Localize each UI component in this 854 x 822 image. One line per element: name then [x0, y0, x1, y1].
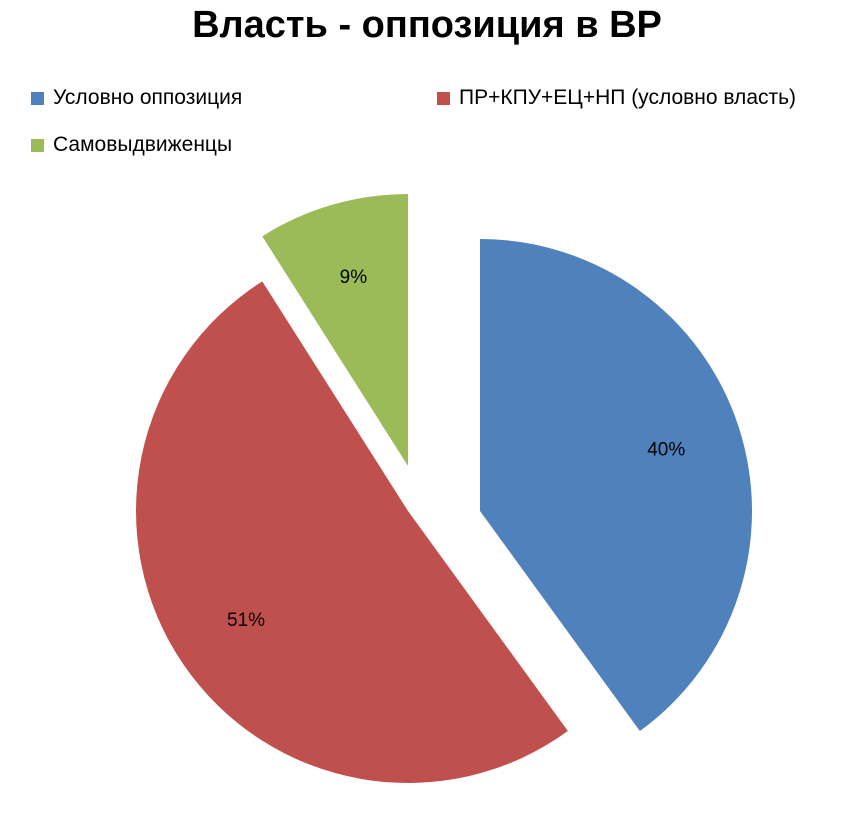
legend-label-power: ПР+КПУ+ЕЦ+НП (условно власть) [459, 86, 797, 109]
pie-slice-label-2: 9% [340, 267, 368, 288]
pie-slice-0 [480, 239, 752, 732]
chart-title: Власть - оппозиция в ВР [192, 4, 662, 46]
pie-slice-2 [262, 194, 408, 466]
legend-item-self-nominated: Самовыдвиженцы [31, 133, 232, 157]
legend-item-opposition: Условно оппозиция [31, 86, 242, 110]
legend-item-power: ПР+КПУ+ЕЦ+НП (условно власть) [437, 86, 796, 110]
legend-label-self-nominated: Самовыдвиженцы [53, 133, 233, 156]
legend-label-opposition: Условно оппозиция [53, 86, 243, 109]
legend-swatch-power [437, 91, 450, 105]
pie-slice-label-1: 51% [227, 610, 265, 631]
pie-slice-1 [135, 281, 568, 784]
legend-swatch-opposition [31, 91, 44, 105]
pie-slice-label-0: 40% [647, 439, 685, 460]
legend-swatch-self-nominated [31, 138, 44, 152]
